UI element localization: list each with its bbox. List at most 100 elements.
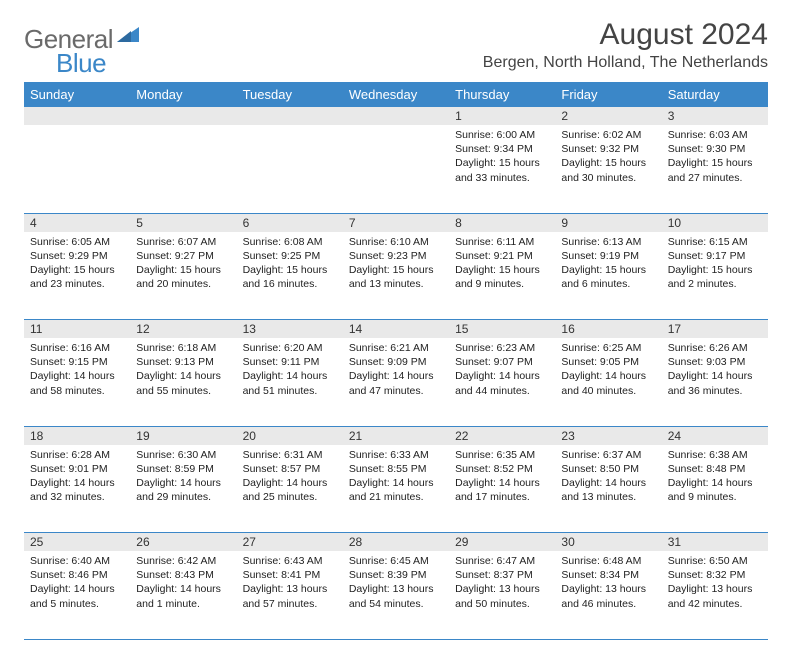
day-details: Sunrise: 6:20 AMSunset: 9:11 PMDaylight:…	[237, 338, 343, 404]
detail-line: Sunrise: 6:07 AM	[136, 235, 230, 249]
day-details: Sunrise: 6:18 AMSunset: 9:13 PMDaylight:…	[130, 338, 236, 404]
day-detail-cell: Sunrise: 6:28 AMSunset: 9:01 PMDaylight:…	[24, 445, 130, 533]
day-details: Sunrise: 6:03 AMSunset: 9:30 PMDaylight:…	[662, 125, 768, 191]
day-detail-cell	[237, 125, 343, 213]
daynum-row: 45678910	[24, 213, 768, 232]
detail-line: Sunrise: 6:16 AM	[30, 341, 124, 355]
day-details: Sunrise: 6:11 AMSunset: 9:21 PMDaylight:…	[449, 232, 555, 298]
detail-line: Sunset: 8:59 PM	[136, 462, 230, 476]
detail-line: and 42 minutes.	[668, 597, 762, 611]
detail-line: Sunset: 8:52 PM	[455, 462, 549, 476]
day-number-cell: 17	[662, 320, 768, 339]
detail-line: Daylight: 14 hours	[136, 476, 230, 490]
detail-line: Sunrise: 6:45 AM	[349, 554, 443, 568]
detail-line: Daylight: 13 hours	[243, 582, 337, 596]
day-detail-cell: Sunrise: 6:07 AMSunset: 9:27 PMDaylight:…	[130, 232, 236, 320]
day-detail-cell: Sunrise: 6:03 AMSunset: 9:30 PMDaylight:…	[662, 125, 768, 213]
day-number-cell: 7	[343, 213, 449, 232]
day-details: Sunrise: 6:16 AMSunset: 9:15 PMDaylight:…	[24, 338, 130, 404]
detail-line: Sunrise: 6:13 AM	[561, 235, 655, 249]
day-number-cell: 26	[130, 533, 236, 552]
detail-line: and 21 minutes.	[349, 490, 443, 504]
day-details: Sunrise: 6:37 AMSunset: 8:50 PMDaylight:…	[555, 445, 661, 511]
day-number-cell: 20	[237, 426, 343, 445]
title-block: August 2024 Bergen, North Holland, The N…	[483, 18, 768, 72]
day-details: Sunrise: 6:15 AMSunset: 9:17 PMDaylight:…	[662, 232, 768, 298]
day-detail-cell: Sunrise: 6:43 AMSunset: 8:41 PMDaylight:…	[237, 551, 343, 639]
col-saturday: Saturday	[662, 82, 768, 107]
detail-line: Daylight: 13 hours	[455, 582, 549, 596]
col-friday: Friday	[555, 82, 661, 107]
day-details: Sunrise: 6:25 AMSunset: 9:05 PMDaylight:…	[555, 338, 661, 404]
detail-line: Sunrise: 6:08 AM	[243, 235, 337, 249]
day-detail-cell: Sunrise: 6:00 AMSunset: 9:34 PMDaylight:…	[449, 125, 555, 213]
day-detail-row: Sunrise: 6:05 AMSunset: 9:29 PMDaylight:…	[24, 232, 768, 320]
detail-line: Sunrise: 6:40 AM	[30, 554, 124, 568]
detail-line: Sunset: 9:09 PM	[349, 355, 443, 369]
detail-line: Daylight: 14 hours	[561, 476, 655, 490]
detail-line: Daylight: 15 hours	[30, 263, 124, 277]
logo-blue-wrap: Blue	[56, 48, 106, 79]
day-detail-cell: Sunrise: 6:30 AMSunset: 8:59 PMDaylight:…	[130, 445, 236, 533]
day-number-cell: 1	[449, 107, 555, 125]
detail-line: Sunset: 8:39 PM	[349, 568, 443, 582]
day-details: Sunrise: 6:05 AMSunset: 9:29 PMDaylight:…	[24, 232, 130, 298]
day-detail-cell: Sunrise: 6:13 AMSunset: 9:19 PMDaylight:…	[555, 232, 661, 320]
detail-line: Sunrise: 6:03 AM	[668, 128, 762, 142]
day-detail-cell: Sunrise: 6:47 AMSunset: 8:37 PMDaylight:…	[449, 551, 555, 639]
detail-line: Sunrise: 6:47 AM	[455, 554, 549, 568]
detail-line: Sunset: 8:43 PM	[136, 568, 230, 582]
day-number-cell: 30	[555, 533, 661, 552]
day-detail-cell: Sunrise: 6:20 AMSunset: 9:11 PMDaylight:…	[237, 338, 343, 426]
detail-line: and 1 minute.	[136, 597, 230, 611]
daynum-row: 123	[24, 107, 768, 125]
day-detail-cell: Sunrise: 6:35 AMSunset: 8:52 PMDaylight:…	[449, 445, 555, 533]
detail-line: and 58 minutes.	[30, 384, 124, 398]
detail-line: Sunset: 8:34 PM	[561, 568, 655, 582]
detail-line: Sunrise: 6:18 AM	[136, 341, 230, 355]
day-number-cell: 3	[662, 107, 768, 125]
detail-line: Sunrise: 6:20 AM	[243, 341, 337, 355]
detail-line: Daylight: 13 hours	[349, 582, 443, 596]
day-number-cell: 11	[24, 320, 130, 339]
day-detail-cell: Sunrise: 6:18 AMSunset: 9:13 PMDaylight:…	[130, 338, 236, 426]
day-details: Sunrise: 6:43 AMSunset: 8:41 PMDaylight:…	[237, 551, 343, 617]
day-details: Sunrise: 6:21 AMSunset: 9:09 PMDaylight:…	[343, 338, 449, 404]
day-detail-row: Sunrise: 6:28 AMSunset: 9:01 PMDaylight:…	[24, 445, 768, 533]
detail-line: Sunset: 9:30 PM	[668, 142, 762, 156]
logo-text-blue: Blue	[56, 48, 106, 78]
day-number-cell: 13	[237, 320, 343, 339]
day-number-cell	[130, 107, 236, 125]
detail-line: Daylight: 14 hours	[243, 476, 337, 490]
detail-line: and 54 minutes.	[349, 597, 443, 611]
day-detail-cell: Sunrise: 6:38 AMSunset: 8:48 PMDaylight:…	[662, 445, 768, 533]
day-number-cell: 31	[662, 533, 768, 552]
day-detail-cell: Sunrise: 6:15 AMSunset: 9:17 PMDaylight:…	[662, 232, 768, 320]
detail-line: Sunset: 8:41 PM	[243, 568, 337, 582]
day-number-cell: 5	[130, 213, 236, 232]
detail-line: Daylight: 14 hours	[30, 476, 124, 490]
detail-line: Sunset: 9:19 PM	[561, 249, 655, 263]
day-detail-cell: Sunrise: 6:10 AMSunset: 9:23 PMDaylight:…	[343, 232, 449, 320]
day-number-cell: 23	[555, 426, 661, 445]
day-detail-cell: Sunrise: 6:50 AMSunset: 8:32 PMDaylight:…	[662, 551, 768, 639]
detail-line: and 55 minutes.	[136, 384, 230, 398]
detail-line: Daylight: 14 hours	[349, 476, 443, 490]
detail-line: Sunset: 8:50 PM	[561, 462, 655, 476]
detail-line: Sunrise: 6:11 AM	[455, 235, 549, 249]
detail-line: Sunrise: 6:28 AM	[30, 448, 124, 462]
detail-line: Daylight: 14 hours	[30, 582, 124, 596]
location: Bergen, North Holland, The Netherlands	[483, 54, 768, 72]
detail-line: and 36 minutes.	[668, 384, 762, 398]
detail-line: and 25 minutes.	[243, 490, 337, 504]
day-number-cell: 10	[662, 213, 768, 232]
detail-line: Sunrise: 6:30 AM	[136, 448, 230, 462]
detail-line: and 17 minutes.	[455, 490, 549, 504]
day-detail-cell: Sunrise: 6:40 AMSunset: 8:46 PMDaylight:…	[24, 551, 130, 639]
calendar-table: Sunday Monday Tuesday Wednesday Thursday…	[24, 82, 768, 640]
detail-line: Sunrise: 6:37 AM	[561, 448, 655, 462]
day-details: Sunrise: 6:40 AMSunset: 8:46 PMDaylight:…	[24, 551, 130, 617]
day-detail-cell: Sunrise: 6:21 AMSunset: 9:09 PMDaylight:…	[343, 338, 449, 426]
detail-line: Sunset: 9:32 PM	[561, 142, 655, 156]
calendar-page: General August 2024 Bergen, North Hollan…	[0, 0, 792, 650]
